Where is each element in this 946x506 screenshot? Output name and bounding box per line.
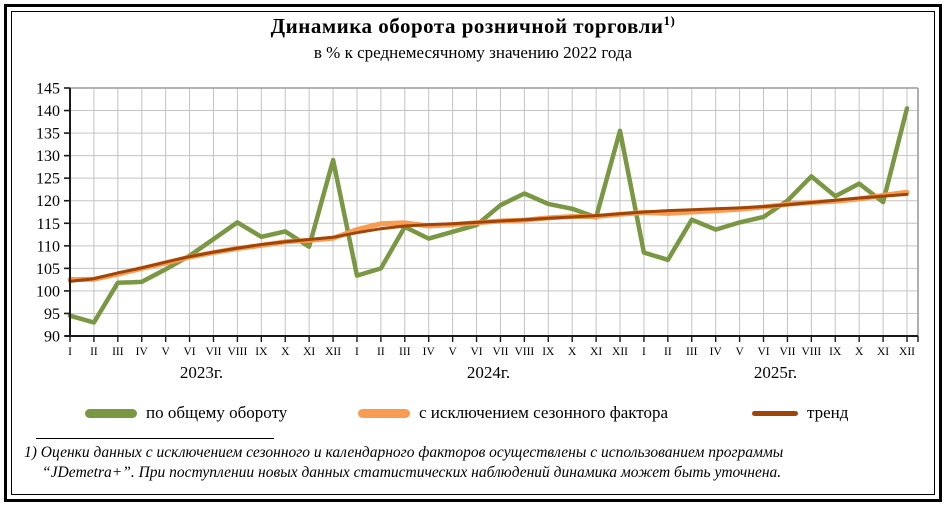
x-axis-year-label: 2024г. — [467, 363, 510, 382]
legend-swatch-seasonal — [358, 408, 410, 418]
x-axis-month-label: XI — [303, 346, 315, 358]
chart-header: Динамика оборота розничной торговли1) в … — [0, 13, 946, 63]
x-axis-year-label: 2023г. — [180, 363, 223, 382]
x-axis-month-label: II — [664, 346, 672, 358]
x-axis-month-label: IV — [136, 346, 149, 358]
x-axis-month-label: I — [642, 346, 646, 358]
x-axis-month-label: IX — [542, 346, 555, 358]
page-title: Динамика оборота розничной торговли1) — [0, 13, 946, 39]
footnote-separator — [36, 438, 274, 439]
legend-swatch-trend — [752, 410, 798, 416]
x-axis-month-label: II — [90, 346, 98, 358]
footnote-line-1: 1) Оценки данных с исключением сезонного… — [24, 444, 784, 461]
y-axis-tick-label: 135 — [36, 126, 60, 143]
x-axis-month-label: XI — [590, 346, 602, 358]
page-subtitle: в % к среднемесячному значению 2022 года — [313, 43, 633, 62]
legend-label-trend: тренд — [807, 403, 849, 422]
x-axis-month-label: I — [68, 346, 72, 358]
x-axis-month-label: XII — [899, 346, 915, 358]
footnote-line-2: “JDemetra+”. При поступлении новых данны… — [42, 464, 782, 481]
y-axis-tick-label: 125 — [36, 171, 60, 188]
page-title-text: Динамика оборота розничной торговли — [270, 14, 664, 38]
x-axis-month-label: VI — [184, 346, 196, 358]
legend-item-trend: тренд — [752, 399, 848, 427]
x-axis-month-label: XI — [877, 346, 889, 358]
x-axis-month-label: IX — [255, 346, 268, 358]
x-axis-month-label: VIII — [801, 346, 821, 358]
x-axis-month-label: I — [355, 346, 359, 358]
series-line-trend — [68, 192, 909, 283]
x-axis-month-label: V — [735, 346, 744, 358]
legend-item-total: по общему обороту — [85, 399, 287, 427]
y-axis-tick-label: 100 — [36, 283, 60, 300]
x-axis-month-label: III — [686, 346, 698, 358]
x-axis-month-label: V — [448, 346, 457, 358]
x-axis-month-label: V — [162, 346, 171, 358]
y-axis-tick-label: 110 — [37, 238, 60, 255]
x-axis-month-label: III — [112, 346, 124, 358]
y-axis-tick-label: 145 — [36, 81, 60, 98]
footnote-reference: 1) — [663, 13, 676, 28]
chart-legend: по общему обороту с исключением сезонног… — [0, 399, 946, 427]
footnote-text: 1) Оценки данных с исключением сезонного… — [24, 443, 924, 483]
legend-label-seasonal: с исключением сезонного фактора — [419, 403, 669, 422]
x-axis-month-label: VI — [757, 346, 769, 358]
x-axis-month-label: XII — [612, 346, 628, 358]
x-axis-month-label: VII — [779, 346, 795, 358]
footnote: 1) Оценки данных с исключением сезонного… — [24, 438, 924, 483]
series-line-total — [67, 106, 910, 325]
x-axis-month-label: VIII — [228, 346, 248, 358]
x-axis-month-label: VI — [470, 346, 482, 358]
x-axis-month-label: VIII — [514, 346, 534, 358]
x-axis-month-label: IV — [423, 346, 436, 358]
y-axis-tick-label: 120 — [36, 193, 60, 210]
y-axis-tick-label: 130 — [36, 148, 60, 165]
x-axis-month-label: X — [568, 346, 577, 358]
y-axis-tick-label: 90 — [44, 329, 60, 346]
x-axis-month-label: X — [855, 346, 864, 358]
x-axis-month-label: XII — [325, 346, 341, 358]
x-axis-month-label: IV — [710, 346, 723, 358]
y-axis-tick-label: 95 — [44, 306, 60, 323]
y-axis-tick-label: 105 — [36, 261, 60, 278]
x-axis-year-label: 2025г. — [754, 363, 797, 382]
legend-label-total: по общему обороту — [146, 403, 288, 422]
x-axis-month-label: X — [281, 346, 290, 358]
legend-item-seasonal: с исключением сезонного фактора — [358, 399, 668, 427]
x-axis-month-label: IX — [829, 346, 842, 358]
x-axis-month-label: II — [377, 346, 385, 358]
y-axis-tick-label: 115 — [37, 216, 60, 233]
legend-swatch-total — [85, 408, 137, 418]
x-axis-month-label: VII — [206, 346, 222, 358]
x-axis-month-label: VII — [492, 346, 508, 358]
y-axis-tick-label: 140 — [36, 103, 60, 120]
x-axis-month-label: III — [399, 346, 411, 358]
